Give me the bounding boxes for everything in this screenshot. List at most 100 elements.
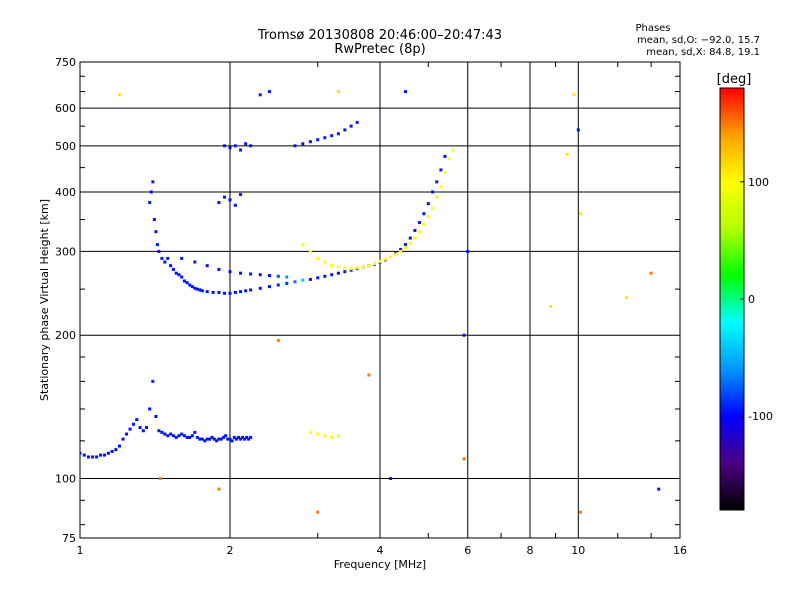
data-point <box>413 228 417 232</box>
data-point <box>267 90 271 94</box>
data-point <box>241 435 245 439</box>
data-point <box>361 265 365 269</box>
data-point <box>160 256 164 260</box>
data-point <box>145 425 149 429</box>
data-point <box>212 437 216 441</box>
phases-o-stats: mean, sd,O: −92.0, 15.7 <box>637 35 760 46</box>
chart-title: Tromsø 20130808 20:46:00–20:47:43 <box>257 28 502 43</box>
data-point <box>383 257 387 261</box>
data-point <box>155 243 159 247</box>
data-point <box>114 448 118 452</box>
data-point <box>205 264 209 268</box>
data-point <box>408 241 412 245</box>
data-point <box>323 260 327 264</box>
data-point <box>141 429 145 433</box>
data-point <box>373 261 377 265</box>
data-point <box>224 434 228 438</box>
data-point <box>258 273 262 277</box>
y-tick-label: 200 <box>55 329 76 342</box>
phases-x-stats: mean, sd,X: 84.8, 19.1 <box>646 47 760 58</box>
y-tick-label: 400 <box>55 186 76 199</box>
data-point <box>330 273 334 277</box>
data-point <box>200 289 204 293</box>
data-point <box>355 266 359 270</box>
data-point <box>267 285 271 289</box>
data-point <box>435 195 439 199</box>
data-point <box>232 435 236 439</box>
data-point <box>249 288 253 292</box>
data-point <box>336 434 340 438</box>
data-point <box>422 212 426 216</box>
data-point <box>198 437 202 441</box>
data-point <box>378 259 382 263</box>
data-point <box>316 276 320 280</box>
data-point <box>148 407 152 411</box>
data-point <box>330 264 334 268</box>
data-point <box>230 439 234 443</box>
data-point <box>219 437 223 441</box>
scatter-points <box>80 90 661 514</box>
data-point <box>151 379 155 383</box>
y-tick-label: 600 <box>55 102 76 115</box>
data-point <box>86 455 90 459</box>
data-point <box>99 453 103 457</box>
data-point <box>125 432 129 436</box>
data-point <box>417 230 421 234</box>
data-point <box>211 290 215 294</box>
data-point <box>185 281 189 285</box>
data-point <box>439 168 443 172</box>
data-point <box>228 146 232 150</box>
data-point <box>439 185 443 189</box>
data-point <box>121 437 125 441</box>
data-point <box>239 148 243 152</box>
data-point <box>163 432 167 436</box>
data-point <box>316 138 320 142</box>
colorbar-ticks: 100 0 -100 <box>740 176 773 423</box>
data-point <box>316 432 320 436</box>
y-axis: 75 100 200 300 400 500 600 750 <box>55 56 680 545</box>
data-point <box>649 271 653 275</box>
data-point <box>166 256 170 260</box>
data-point <box>190 434 194 438</box>
data-point <box>336 132 340 136</box>
data-point <box>221 435 225 439</box>
data-point <box>228 437 232 441</box>
data-point <box>210 435 214 439</box>
data-point <box>185 435 189 439</box>
data-point <box>135 418 139 422</box>
data-point <box>394 252 398 256</box>
data-point <box>285 275 289 279</box>
colorbar-tick-label: 100 <box>748 176 769 189</box>
data-point <box>193 430 197 434</box>
colorbar-label: [deg] <box>717 72 752 87</box>
data-point <box>193 260 197 264</box>
data-point <box>426 202 430 206</box>
data-point <box>323 274 327 278</box>
data-point <box>245 435 249 439</box>
data-point <box>408 236 412 240</box>
data-point <box>403 245 407 249</box>
data-point <box>131 422 135 426</box>
data-point <box>276 338 280 342</box>
data-point <box>249 435 253 439</box>
data-point <box>160 430 164 434</box>
data-point <box>193 286 197 290</box>
data-point <box>215 439 219 443</box>
data-point <box>180 432 184 436</box>
data-point <box>244 142 248 146</box>
x-tick-label: 2 <box>227 544 234 557</box>
data-point <box>625 296 629 300</box>
data-point <box>117 444 121 448</box>
x-tick-label: 4 <box>377 544 384 557</box>
data-point <box>128 427 132 431</box>
data-point <box>258 286 262 290</box>
data-point <box>217 201 221 205</box>
data-point <box>233 203 237 207</box>
data-point <box>228 270 232 274</box>
data-point <box>578 510 582 514</box>
data-point <box>349 268 353 272</box>
data-point <box>188 283 192 287</box>
data-point <box>223 195 227 199</box>
data-point <box>301 278 305 282</box>
data-point <box>267 274 271 278</box>
